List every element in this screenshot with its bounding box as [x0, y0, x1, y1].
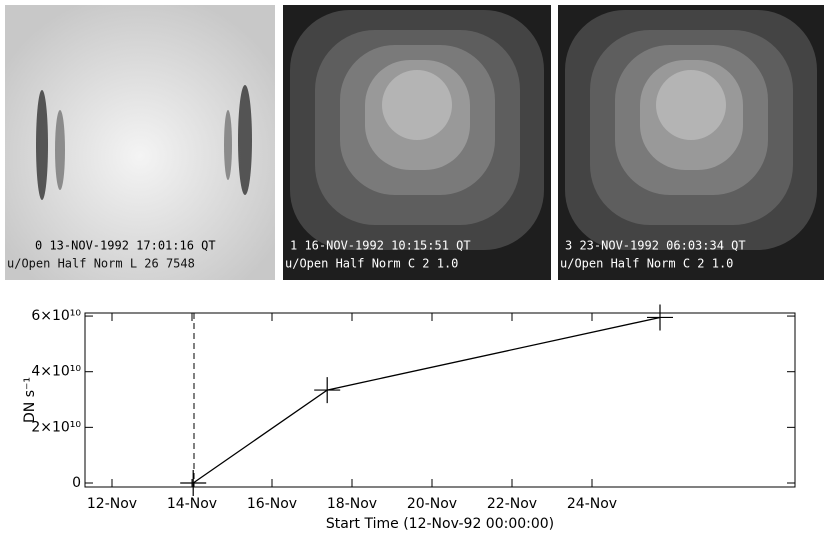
plot-frame [84, 312, 796, 488]
point-marker [180, 469, 207, 496]
y-tick-label: 2×10¹⁰ [31, 419, 81, 435]
panel-label: 1 16-NOV-1992 10:15:51 QT [290, 239, 471, 253]
x-tick-label: 24-Nov [567, 496, 617, 512]
y-tick-label: 0 [72, 475, 81, 491]
x-tick-label: 12-Nov [87, 496, 137, 512]
image-panel: 1 16-NOV-1992 10:15:51 QT u/Open Half No… [283, 5, 551, 280]
panel-label: u/Open Half Norm L 26 7548 [7, 257, 195, 271]
panel-label: 0 13-NOV-1992 17:01:16 QT [35, 239, 216, 253]
data-line [192, 316, 661, 484]
image-panel: 3 23-NOV-1992 06:03:34 QT u/Open Half No… [558, 5, 824, 280]
y-tick-label: 4×10¹⁰ [31, 364, 81, 380]
y-axis-label: DN s⁻¹ [22, 377, 38, 423]
panel-label: 3 23-NOV-1992 06:03:34 QT [565, 239, 746, 253]
panel-label: u/Open Half Norm C 2 1.0 [285, 257, 458, 271]
x-tick-label: 18-Nov [327, 496, 377, 512]
point-marker [314, 377, 341, 404]
y-tick-label: 6×10¹⁰ [31, 308, 81, 324]
image-panel: 0 13-NOV-1992 17:01:16 QT u/Open Half No… [5, 5, 275, 280]
panel-label: u/Open Half Norm C 2 1.0 [560, 257, 733, 271]
x-tick-label: 20-Nov [407, 496, 457, 512]
x-tick-label: 22-Nov [487, 496, 537, 512]
x-axis-label: Start Time (12-Nov-92 00:00:00) [326, 516, 554, 532]
x-tick-label: 16-Nov [247, 496, 297, 512]
x-tick-label: 14-Nov [167, 496, 217, 512]
point-marker [647, 304, 673, 331]
